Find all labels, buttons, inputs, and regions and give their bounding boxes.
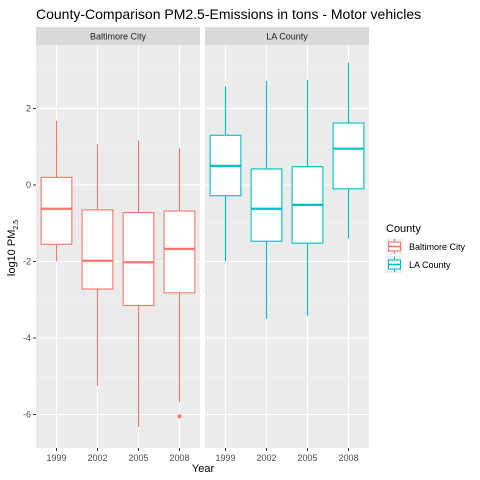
x-tick-label: 2008 (169, 453, 189, 463)
box-iqr (332, 122, 365, 190)
legend-item-2: LA County (386, 256, 451, 273)
facet-strip-label: LA County (266, 32, 308, 42)
y-axis-title-subscript: 2.5 (13, 220, 20, 230)
y-tick-label: 2 (26, 104, 31, 114)
x-axis-title: Year (192, 463, 215, 475)
box-baltimore-city-2008 (163, 147, 196, 419)
box-baltimore-city-2005 (122, 140, 155, 428)
box-la-county-2002 (250, 80, 283, 319)
box-iqr (81, 209, 114, 290)
chart-title: County-Comparison PM2.5-Emissions in ton… (36, 6, 421, 22)
legend-label: LA County (409, 260, 451, 270)
x-tick-label: 1999 (215, 453, 235, 463)
y-tick-label: 0 (26, 180, 31, 190)
x-tick-label: 2008 (338, 453, 358, 463)
panel-background (205, 45, 369, 448)
x-tick-label: 2005 (128, 453, 148, 463)
x-tick-label: 2002 (256, 453, 276, 463)
y-axis: 2 0 -2 -4 -6 (23, 104, 36, 420)
y-tick-label: -6 (23, 410, 31, 420)
y-axis-title-main: log10 PM (6, 230, 18, 276)
facet-strip (205, 27, 369, 45)
x-tick-label: 2005 (297, 453, 317, 463)
facet-panel-1: Baltimore City (36, 27, 200, 448)
x-axis: 1999 2002 2005 2008 1999 2002 2005 2008 (46, 448, 359, 463)
box-baltimore-city-1999 (40, 120, 73, 262)
box-baltimore-city-2002 (81, 144, 114, 386)
box-iqr (122, 211, 155, 307)
legend-item-1: Baltimore City (386, 238, 466, 255)
outlier-point (177, 414, 182, 419)
legend-title: County (386, 223, 421, 235)
x-tick-label: 1999 (46, 453, 66, 463)
box-iqr (163, 210, 196, 294)
box-iqr (40, 176, 73, 245)
box-iqr (250, 168, 283, 242)
facet-panel-2: LA County (205, 27, 369, 448)
y-tick-label: -4 (23, 333, 31, 343)
box-la-county-2005 (291, 79, 324, 316)
facet-panels: Baltimore City LA County (36, 27, 369, 448)
box-la-county-1999 (209, 86, 242, 262)
facet-strip (36, 27, 200, 45)
y-axis-title: log10 PM2.5 (6, 220, 20, 276)
box-la-county-2008 (332, 62, 365, 239)
facet-strip-label: Baltimore City (90, 32, 147, 42)
x-tick-label: 2002 (87, 453, 107, 463)
legend-label: Baltimore City (409, 242, 466, 252)
legend: County Baltimore City LA County (386, 223, 466, 273)
y-tick-label: -2 (23, 257, 31, 267)
